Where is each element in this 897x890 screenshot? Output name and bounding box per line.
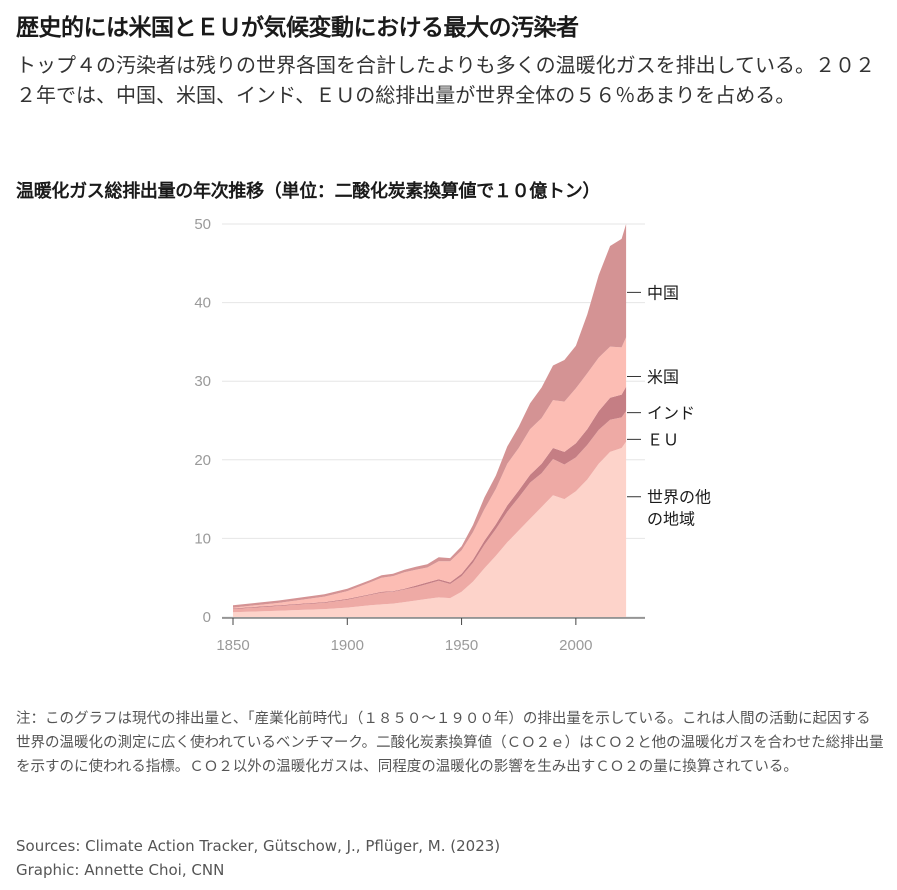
area-series <box>233 441 627 617</box>
y-tick-label: 20 <box>194 452 211 469</box>
x-axis: 1850 1900 1950 2000 <box>216 617 645 654</box>
x-tick-label: 1950 <box>445 637 478 654</box>
x-tick-label: 1900 <box>331 637 364 654</box>
y-tick-label: 50 <box>194 216 211 233</box>
series-label: 世界の他の地域 <box>647 488 711 529</box>
subheadline: トップ４の汚染者は残りの世界各国を合計したよりも多くの温暖化ガスを排出している。… <box>16 53 875 107</box>
x-tick-label: 2000 <box>559 637 592 654</box>
graphic-credit: Graphic: Annette Choi, CNN <box>16 861 225 879</box>
y-tick-label: 10 <box>194 530 211 547</box>
sources-line: Sources: Climate Action Tracker, Gütscho… <box>16 837 501 855</box>
headline: 歴史的には米国とＥＵが気候変動における最大の汚染者 <box>16 15 579 41</box>
series-label: 米国 <box>647 367 679 386</box>
stacked-areas <box>233 224 627 617</box>
y-tick-label: 30 <box>194 373 211 390</box>
chart-note: 注：このグラフは現代の排出量と、「産業化前時代」（１８５０～１９００年）の排出量… <box>16 711 884 775</box>
chart-title: 温暖化ガス総排出量の年次推移（単位：二酸化炭素換算値で１０億トン） <box>16 181 601 202</box>
y-axis-labels: 0 10 20 30 40 50 <box>194 216 211 626</box>
x-tick-label: 1850 <box>216 637 249 654</box>
series-label: インド <box>647 404 695 423</box>
series-label: 中国 <box>647 283 679 302</box>
series-label: ＥＵ <box>647 430 679 449</box>
y-tick-label: 40 <box>194 295 211 312</box>
y-tick-label: 0 <box>203 609 211 626</box>
